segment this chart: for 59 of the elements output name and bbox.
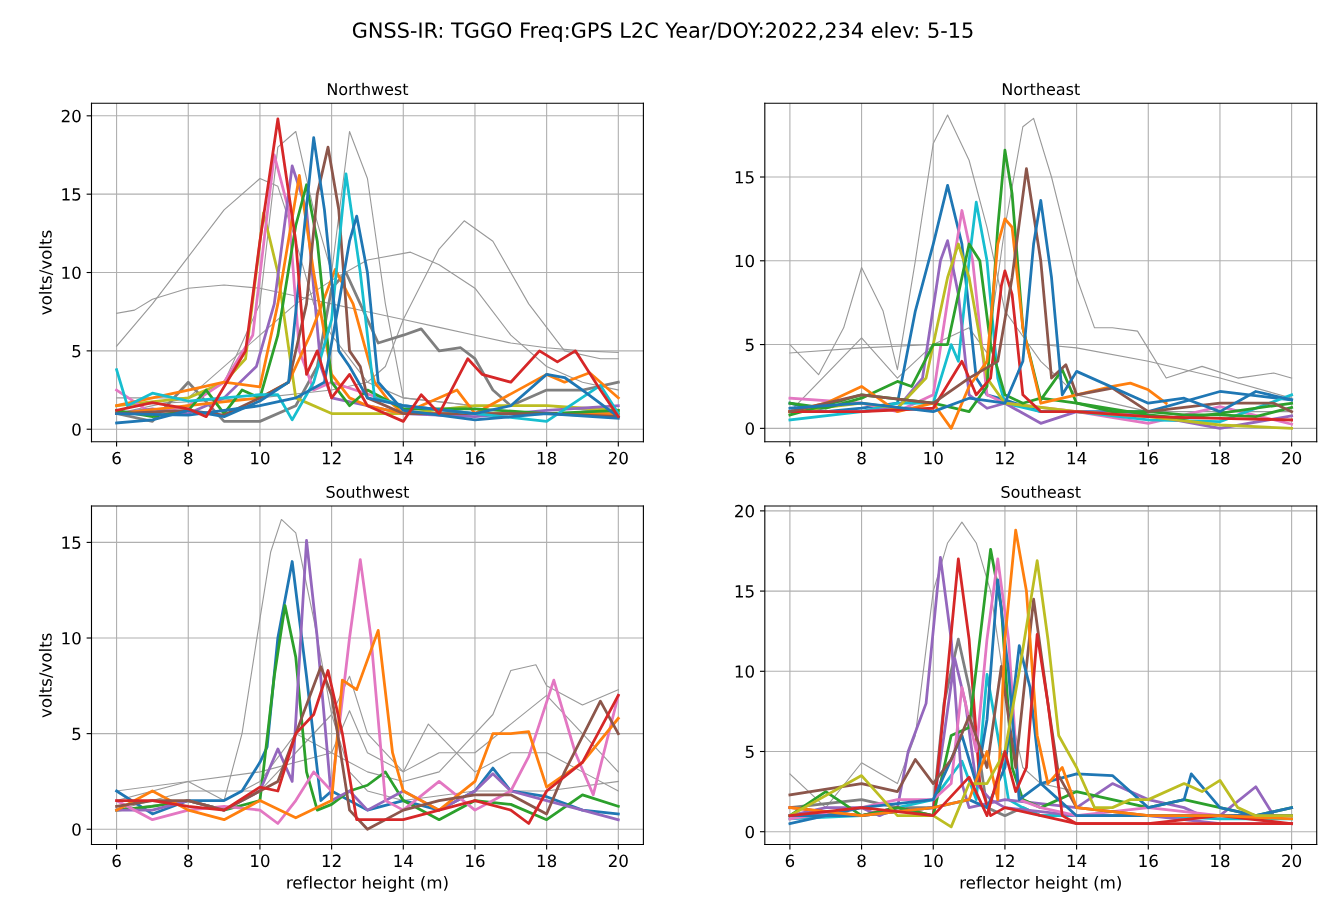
y-tick-label: 10: [735, 254, 754, 268]
x-tick-label: 10: [924, 854, 943, 868]
x-tick-label: 20: [608, 451, 628, 465]
x-tick-label: 18: [1211, 451, 1230, 465]
x-tick-label: 14: [1067, 854, 1087, 867]
x-tick-label: 12: [322, 451, 341, 465]
x-tick-label: 14: [394, 451, 413, 465]
y-tick-label: 5: [745, 745, 754, 759]
y-tick-label: 0: [745, 422, 754, 435]
y-tick-label: 20: [61, 109, 81, 123]
x-axis-title: reflector height (m): [960, 875, 1121, 893]
y-axis-title: volts/volts: [38, 633, 54, 718]
y-tick-label: 5: [745, 338, 754, 352]
x-tick-label: 16: [1139, 854, 1158, 868]
x-tick-label: 8: [184, 451, 193, 465]
y-tick-label: 10: [62, 631, 81, 645]
x-tick-label: 16: [466, 854, 485, 868]
chart-title: Southeast: [1001, 485, 1081, 498]
y-tick-label: 15: [735, 171, 754, 184]
y-tick-label: 20: [735, 504, 754, 518]
x-tick-label: 14: [1067, 451, 1087, 465]
chart-title: Northwest: [327, 82, 409, 96]
x-tick-label: 8: [857, 451, 866, 465]
x-tick-label: 20: [1282, 854, 1302, 868]
x-tick-label: 18: [1211, 854, 1230, 868]
x-tick-label: 12: [996, 854, 1014, 867]
x-tick-label: 10: [251, 451, 270, 465]
y-tick-label: 0: [72, 423, 81, 436]
x-tick-label: 6: [785, 451, 795, 465]
x-tick-label: 6: [785, 854, 795, 868]
y-tick-label: 15: [62, 188, 81, 201]
x-tick-label: 16: [1139, 451, 1158, 465]
x-tick-label: 8: [184, 854, 193, 868]
y-tick-label: 5: [72, 345, 81, 358]
y-axis-title: volts/volts: [38, 230, 54, 315]
x-tick-label: 12: [996, 451, 1014, 465]
x-tick-label: 18: [537, 854, 557, 868]
x-tick-label: 8: [857, 854, 866, 868]
chart-title: Southwest: [326, 485, 410, 498]
y-tick-label: 10: [735, 665, 754, 678]
y-tick-label: 15: [62, 536, 81, 549]
y-tick-label: 10: [62, 266, 81, 280]
x-tick-label: 10: [251, 854, 270, 868]
x-tick-label: 20: [1282, 451, 1302, 465]
y-tick-label: 15: [735, 585, 754, 598]
x-axis-title: reflector height (m): [287, 875, 448, 893]
y-tick-label: 0: [72, 823, 81, 836]
x-tick-label: 16: [466, 451, 485, 465]
x-tick-label: 14: [394, 854, 413, 867]
x-tick-label: 10: [924, 451, 943, 465]
x-tick-label: 6: [112, 854, 121, 868]
chart-title: Northeast: [1002, 82, 1080, 96]
y-tick-label: 0: [745, 825, 754, 839]
x-tick-label: 20: [608, 854, 628, 868]
x-tick-label: 6: [112, 451, 121, 465]
x-tick-label: 12: [322, 854, 341, 867]
x-tick-label: 18: [537, 451, 557, 465]
text: GNSS-IR: TGGO Freq:GPS L2C Year/DOY:2022,234 elev: 5-15: [352, 21, 973, 43]
y-tick-label: 5: [72, 727, 81, 741]
